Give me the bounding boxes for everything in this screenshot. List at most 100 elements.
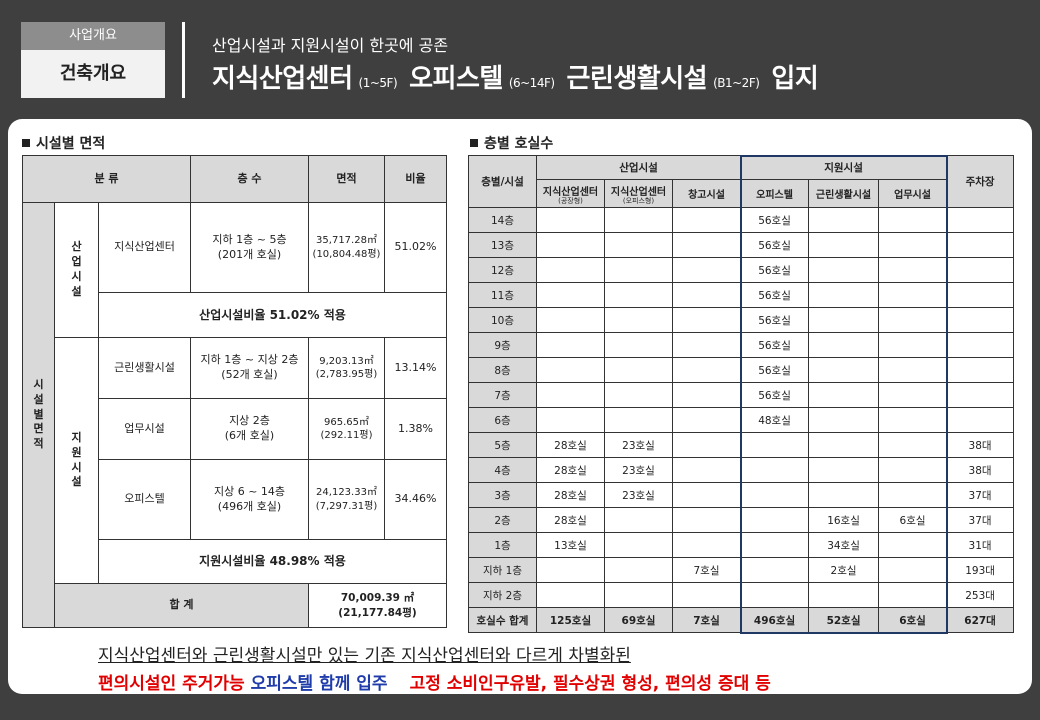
- floor-cell: [671, 507, 742, 533]
- floor-cell: [946, 207, 1015, 233]
- subcategory-label: 건축개요: [21, 50, 165, 98]
- floor-cell: 28호실: [536, 482, 605, 508]
- floor-label: 9층: [468, 332, 537, 358]
- total-cell: 627대: [946, 607, 1015, 633]
- floor-label: 지하 1층: [468, 557, 537, 583]
- floor-cell: [808, 407, 880, 433]
- floor-cell: [740, 482, 810, 508]
- floor-cell: 31대: [946, 532, 1015, 558]
- floor-cell: [878, 382, 948, 408]
- header-industrial: 산업시설: [535, 155, 742, 180]
- floor-cell: [671, 332, 742, 358]
- floor-cell: [946, 257, 1015, 283]
- floor-label: 8층: [468, 357, 537, 383]
- row-area: 9,203.13㎡ (2,783.95평): [308, 337, 385, 399]
- category-label: 사업개요: [21, 22, 165, 50]
- row-floors: 지하 1층 ~ 5층 (201개 호실): [190, 202, 309, 293]
- floor-label: 14층: [468, 207, 537, 233]
- floor-cell: 38대: [946, 432, 1015, 458]
- floor-cell: [604, 207, 673, 233]
- floor-cell: [536, 207, 605, 233]
- floor-cell: [740, 532, 810, 558]
- floor-cell: 28호실: [536, 507, 605, 533]
- floor-label: 지하 2층: [468, 582, 537, 608]
- floor-cell: [808, 232, 880, 258]
- floor-cell: [878, 307, 948, 333]
- section-label: 사업개요 건축개요: [21, 22, 165, 98]
- floor-cell: 56호실: [740, 332, 810, 358]
- floor-cell: 6호실: [878, 507, 948, 533]
- floor-cell: [604, 532, 673, 558]
- floor-cell: [604, 357, 673, 383]
- row-area: 24,123.33㎡ (7,297.31평): [308, 459, 385, 540]
- header-floors: 층 수: [190, 155, 309, 203]
- floor-cell: 56호실: [740, 307, 810, 333]
- floor-label: 4층: [468, 457, 537, 483]
- total-cell: 6호실: [878, 607, 948, 633]
- page-title: 지식산업센터 (1~5F) 오피스텔 (6~14F) 근린생활시설 (B1~2F) 입지: [212, 58, 819, 95]
- floor-cell: 193대: [946, 557, 1015, 583]
- total-cell: 69호실: [604, 607, 673, 633]
- header-business: 업무시설: [878, 179, 948, 208]
- row-name: 근린생활시설: [98, 337, 191, 399]
- floor-cell: [878, 232, 948, 258]
- floor-cell: [946, 382, 1015, 408]
- floor-row: 2층 28호실 16호실 6호실 37대: [468, 507, 1015, 533]
- floor-row: 10층 56호실: [468, 307, 1015, 333]
- row-ratio: 1.38%: [384, 398, 447, 460]
- floor-label: 11층: [468, 282, 537, 308]
- title-officetel-range: (6~14F): [508, 76, 555, 90]
- floor-cell: 56호실: [740, 232, 810, 258]
- group-industrial: 산 업 시 설: [54, 202, 99, 338]
- summary-blue: 오피스텔 함께 입주: [250, 674, 388, 694]
- floor-cell: [878, 532, 948, 558]
- floor-cell: 13호실: [536, 532, 605, 558]
- title-neighborhood-range: (B1~2F): [713, 76, 760, 90]
- floor-cell: [671, 232, 742, 258]
- floor-cell: [536, 407, 605, 433]
- floor-cell: 56호실: [740, 257, 810, 283]
- floor-cell: [671, 382, 742, 408]
- bullet-square-icon: [470, 139, 478, 147]
- floor-cell: [808, 432, 880, 458]
- floor-row: 12층 56호실: [468, 257, 1015, 283]
- floor-cell: 23호실: [604, 482, 673, 508]
- floor-table: 층별/시설 산업시설 지원시설 주차장 지식산업센터 (공장형) 지식산업센터 (오…: [468, 155, 1015, 633]
- floor-cell: [946, 407, 1015, 433]
- summary-red-1: 편의시설인 주거가능: [98, 674, 251, 694]
- floor-cell: [536, 232, 605, 258]
- floor-cell: 2호실: [808, 557, 880, 583]
- floor-label: 2층: [468, 507, 537, 533]
- area-table: 분 류 층 수 면적 비율 시 설 별 면 적 산 업 시 설 지식산업센터 지…: [22, 155, 447, 628]
- floor-row: 9층 56호실: [468, 332, 1015, 358]
- title-location: 입지: [771, 64, 819, 94]
- floor-cell: [740, 432, 810, 458]
- row-area: 35,717.28㎡ (10,804.48평): [308, 202, 385, 293]
- floor-cell: 56호실: [740, 357, 810, 383]
- floor-cell: [808, 357, 880, 383]
- floor-cell: [536, 307, 605, 333]
- floor-cell: [604, 407, 673, 433]
- header-support: 지원시설: [740, 155, 948, 180]
- floor-cell: [878, 557, 948, 583]
- floor-row: 지하 2층 253대: [468, 582, 1015, 608]
- floor-cell: [740, 582, 810, 608]
- floor-cell: [878, 357, 948, 383]
- header-warehouse: 창고시설: [671, 179, 742, 208]
- floor-cell: [671, 282, 742, 308]
- floor-cell: [536, 332, 605, 358]
- title-kic-range: (1~5F): [358, 76, 398, 90]
- summary-line-2: 편의시설인 주거가능 오피스텔 함께 입주 고정 소비인구유발, 필수상권 형성,…: [98, 669, 771, 694]
- floor-cell: [536, 382, 605, 408]
- header-kic-factory: 지식산업센터 (공장형): [536, 179, 605, 208]
- header-divider: [182, 22, 185, 98]
- floor-cell: [878, 582, 948, 608]
- floor-cell: [946, 282, 1015, 308]
- floor-cell: 38대: [946, 457, 1015, 483]
- floor-cell: [808, 207, 880, 233]
- floor-section-title: 층별 호실수: [470, 133, 553, 153]
- floor-cell: 34호실: [808, 532, 880, 558]
- floor-row: 4층 28호실 23호실 38대: [468, 457, 1015, 483]
- total-cell: 7호실: [671, 607, 742, 633]
- floor-cell: 56호실: [740, 207, 810, 233]
